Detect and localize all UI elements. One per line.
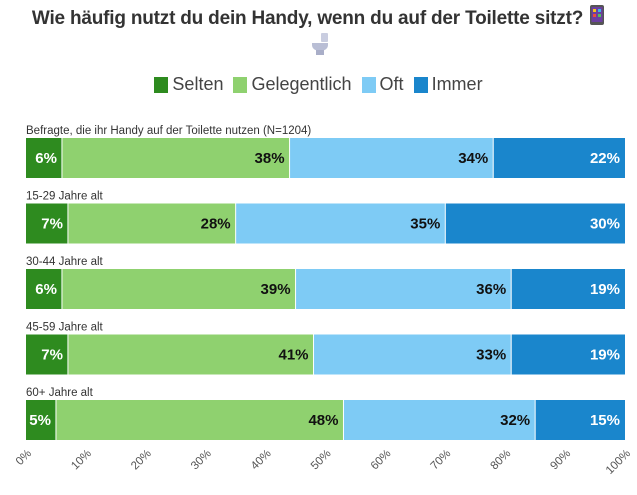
x-tick-label: 20% — [129, 448, 154, 473]
bar-segment — [289, 138, 494, 178]
bar-segment — [26, 269, 62, 309]
legend-item-oft[interactable]: Oft — [361, 74, 404, 95]
bar-segment — [343, 400, 536, 440]
bar-value-label: 36% — [476, 281, 506, 298]
bar-segment — [26, 138, 62, 178]
legend-label-oft: Oft — [379, 74, 404, 94]
bar-value-label: 19% — [590, 347, 620, 364]
legend-item-gelegentlich[interactable]: Gelegentlich — [233, 74, 352, 95]
legend: Selten Gelegentlich Oft Immer — [0, 74, 637, 95]
bar-value-label: 7% — [41, 216, 63, 233]
bar-segment — [67, 203, 236, 244]
legend-swatch-selten — [154, 76, 169, 93]
x-tick-label: 90% — [548, 448, 573, 473]
category-label: Befragte, die ihr Handy auf der Toilette… — [26, 125, 311, 137]
bar-value-label: 33% — [476, 347, 506, 364]
x-tick-label: 40% — [249, 448, 274, 473]
category-label: 15-29 Jahre alt — [26, 191, 104, 203]
x-tick-label: 70% — [429, 448, 454, 473]
x-tick-label: 10% — [69, 448, 94, 473]
bar-value-label: 35% — [410, 216, 440, 233]
bar-segment — [511, 334, 625, 375]
legend-item-immer[interactable]: Immer — [413, 74, 483, 95]
bar-value-label: 30% — [590, 216, 620, 233]
category-label: 45-59 Jahre alt — [26, 322, 104, 334]
bar-value-label: 28% — [201, 216, 231, 233]
category-label: 30-44 Jahre alt — [26, 256, 104, 268]
bar-segment — [26, 203, 68, 244]
bar-value-label: 15% — [590, 412, 620, 429]
bar-value-label: 19% — [590, 281, 620, 298]
x-tick-label: 50% — [309, 448, 334, 473]
bar-segment — [26, 400, 56, 440]
category-label: 60+ Jahre alt — [26, 387, 94, 399]
bar-segment — [61, 138, 290, 178]
bar-value-label: 7% — [41, 347, 63, 364]
bar-segment — [493, 138, 625, 178]
x-tick-label: 60% — [369, 448, 394, 473]
legend-swatch-gelegentlich — [233, 76, 248, 93]
legend-item-selten[interactable]: Selten — [154, 74, 223, 95]
chart-title: Wie häufig nutzt du dein Handy, wenn du … — [0, 4, 637, 31]
bar-value-label: 32% — [500, 412, 530, 429]
chart-title-text: Wie häufig nutzt du dein Handy, wenn du … — [31, 8, 584, 29]
toilet-icon — [310, 32, 330, 56]
x-tick-label: 100% — [604, 448, 633, 477]
bar-segment — [511, 269, 625, 309]
bar-value-label: 34% — [458, 150, 488, 167]
bar-segment — [67, 334, 314, 375]
bar-value-label: 22% — [590, 150, 620, 167]
bar-segment — [295, 269, 512, 309]
mobile-phone-icon — [589, 4, 605, 31]
bar-segment — [61, 269, 296, 309]
legend-swatch-oft — [361, 76, 376, 93]
x-tick-label: 30% — [189, 448, 214, 473]
bar-value-label: 41% — [278, 347, 308, 364]
bar-value-label: 48% — [308, 412, 338, 429]
bar-value-label: 5% — [29, 412, 51, 429]
bar-segment — [26, 334, 68, 375]
legend-swatch-immer — [413, 76, 428, 93]
x-tick-label: 0% — [14, 448, 34, 468]
bar-value-label: 38% — [255, 150, 285, 167]
bar-value-label: 39% — [261, 281, 291, 298]
bar-segment — [235, 203, 446, 244]
bar-segment — [55, 400, 344, 440]
bar-value-label: 6% — [35, 150, 57, 167]
bar-segment — [535, 400, 625, 440]
bar-value-label: 6% — [35, 281, 57, 298]
legend-label-selten: Selten — [172, 74, 224, 94]
bar-segment — [445, 203, 625, 244]
x-tick-label: 80% — [489, 448, 514, 473]
bar-segment — [313, 334, 512, 375]
legend-label-gelegentlich: Gelegentlich — [251, 74, 352, 94]
legend-label-immer: Immer — [431, 74, 483, 94]
